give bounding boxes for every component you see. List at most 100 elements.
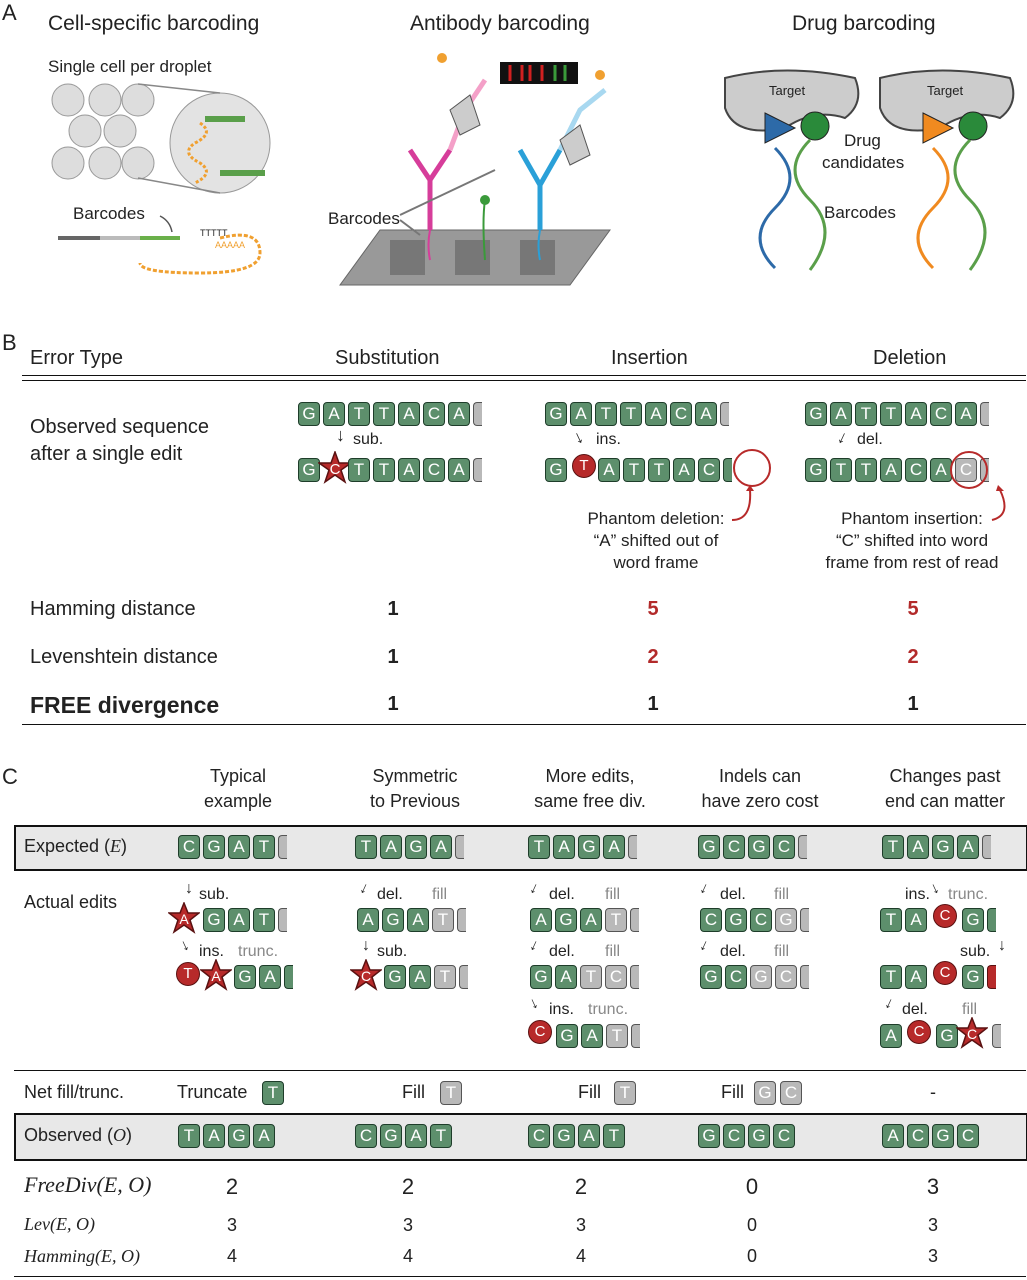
header-rule-2 <box>22 380 1026 381</box>
target-label-1: Target <box>769 83 806 98</box>
panel-letter-a: A <box>2 0 17 25</box>
svg-text:C: C <box>330 461 341 478</box>
cell-barcodes-label: Barcodes <box>73 204 145 223</box>
net-col1-tile: T <box>262 1081 284 1105</box>
col1-header: Typical example <box>203 766 273 811</box>
hamming-c-val-1: 4 <box>226 1246 237 1266</box>
c4-del-arrow-icon-2: ↓ <box>696 936 712 955</box>
lev-val-4: 0 <box>746 1215 757 1235</box>
svg-text:C: C <box>361 968 371 984</box>
c1-ins-label: ins. <box>199 943 224 960</box>
c3-del-arrow-icon-1: ↓ <box>526 879 542 898</box>
antibody-barcoding-title: Antibody barcoding <box>410 12 590 35</box>
net-col4-text: Fill <box>721 1082 744 1102</box>
c5-del-label: del. <box>902 1001 928 1018</box>
net-label: Net fill/trunc. <box>24 1082 125 1102</box>
droplet-label: Single cell per droplet <box>48 57 212 76</box>
hamming-c-val-2: 4 <box>402 1246 413 1266</box>
hamming-ins-value: 5 <box>647 598 659 620</box>
c2-del-label: del. <box>377 886 403 903</box>
freediv-label: FreeDiv(E, O) <box>24 1172 152 1197</box>
c3-del-label-2: del. <box>549 943 575 960</box>
ins-arrow-icon: ↓ <box>569 426 587 449</box>
antibody-illustration <box>339 53 611 286</box>
col4-header: Indels can have zero cost <box>701 766 819 811</box>
phantom-insertion-arrow-icon <box>991 485 1006 521</box>
observed-label: Observed (O) <box>24 1125 133 1145</box>
c5-sub-arrow-icon: ↓ <box>998 937 1006 954</box>
antibody-barcodes-label: Barcodes <box>328 209 400 228</box>
deletion-header: Deletion <box>873 347 947 369</box>
poly-a-label: AAAAA <box>215 240 246 250</box>
c5-fill-label: fill <box>962 1001 978 1018</box>
del-arrow-icon: ↓ <box>834 426 852 449</box>
freediv-val-3: 2 <box>574 1174 588 1199</box>
c3-del-arrow-icon-2: ↓ <box>526 936 542 955</box>
c3-trunc-label: trunc. <box>588 1001 629 1018</box>
observed-label-2: after a single edit <box>30 443 183 465</box>
c4-del-label-2: del. <box>720 943 746 960</box>
observed-row-box <box>14 1113 1027 1161</box>
col2-header: Symmetric to Previous <box>369 766 461 811</box>
freediv-val-2: 2 <box>401 1174 415 1199</box>
phantom-insertion-line-1: Phantom insertion: <box>841 509 983 528</box>
col5-header: Changes past end can matter <box>884 766 1006 811</box>
svg-text:A: A <box>179 911 189 927</box>
sub-arrow-icon: ↓ <box>336 425 345 445</box>
free-ins-value: 1 <box>647 693 659 715</box>
levenshtein-sub-value: 1 <box>387 646 399 668</box>
levenshtein-del-value: 2 <box>907 646 919 668</box>
c5-ins-label: ins. <box>905 886 930 903</box>
drug-barcodes-label: Barcodes <box>824 203 896 222</box>
hamming-c-val-4: 0 <box>746 1246 757 1266</box>
c3-ins-label: ins. <box>549 1001 574 1018</box>
c3-ins-arrow-icon: ↓ <box>526 994 542 1013</box>
panel-c-bottom-rule <box>14 1276 1026 1277</box>
c2-fill-label: fill <box>432 886 448 903</box>
panel-letter-c: C <box>2 764 18 789</box>
del-label: del. <box>857 431 883 448</box>
freediv-val-4: 0 <box>745 1174 759 1199</box>
col3-header: More edits, same free div. <box>534 766 646 811</box>
hamming-c-label: Hamming(E, O) <box>24 1246 140 1266</box>
sub-label: sub. <box>353 431 384 448</box>
phantom-deletion-circle <box>733 449 771 487</box>
error-type-header: Error Type <box>30 347 123 369</box>
phantom-deletion-line-1: Phantom deletion: <box>587 509 725 528</box>
drug-label: Drug <box>844 131 881 150</box>
insertion-header: Insertion <box>611 347 688 369</box>
free-sub-value: 1 <box>387 693 399 715</box>
panel-letter-b: B <box>2 330 17 355</box>
c5-del-arrow-icon: ↓ <box>881 994 897 1013</box>
expected-label: Expected (E) <box>24 836 128 856</box>
net-top-rule <box>14 1070 1026 1071</box>
c2-sub-arrow-icon: ↓ <box>362 937 370 954</box>
phantom-insertion-line-3: frame from rest of read <box>825 553 999 572</box>
net-col3-tile: T <box>614 1081 636 1105</box>
net-col3-text: Fill <box>578 1082 601 1102</box>
hamming-sub-value: 1 <box>387 598 399 620</box>
free-del-value: 1 <box>907 693 919 715</box>
drug-illustration <box>724 69 1015 271</box>
drug-barcoding-title: Drug barcoding <box>792 12 936 35</box>
c4-del-arrow-icon-1: ↓ <box>696 879 712 898</box>
phantom-deletion-line-3: word frame <box>613 553 699 572</box>
panel-b-bottom-rule <box>22 724 1026 725</box>
c3-fill-label-2: fill <box>605 943 621 960</box>
freediv-val-1: 2 <box>225 1174 239 1199</box>
c5-sub-label: sub. <box>960 943 991 960</box>
hamming-del-value: 5 <box>907 598 919 620</box>
svg-text:A: A <box>211 968 221 984</box>
c5-trunc-label: trunc. <box>948 886 989 903</box>
c1-trunc-label: trunc. <box>238 943 279 960</box>
levenshtein-label: Levenshtein distance <box>30 646 218 668</box>
net-col5-text: - <box>930 1082 936 1102</box>
lev-val-3: 3 <box>575 1215 586 1235</box>
hamming-label: Hamming distance <box>30 598 196 620</box>
header-rule-1 <box>22 375 1026 376</box>
expected-row-box <box>14 825 1027 871</box>
c2-sub-label: sub. <box>377 943 408 960</box>
substitution-header: Substitution <box>335 347 440 369</box>
ins-label: ins. <box>596 431 621 448</box>
cell-barcoding-title: Cell-specific barcoding <box>48 12 260 35</box>
